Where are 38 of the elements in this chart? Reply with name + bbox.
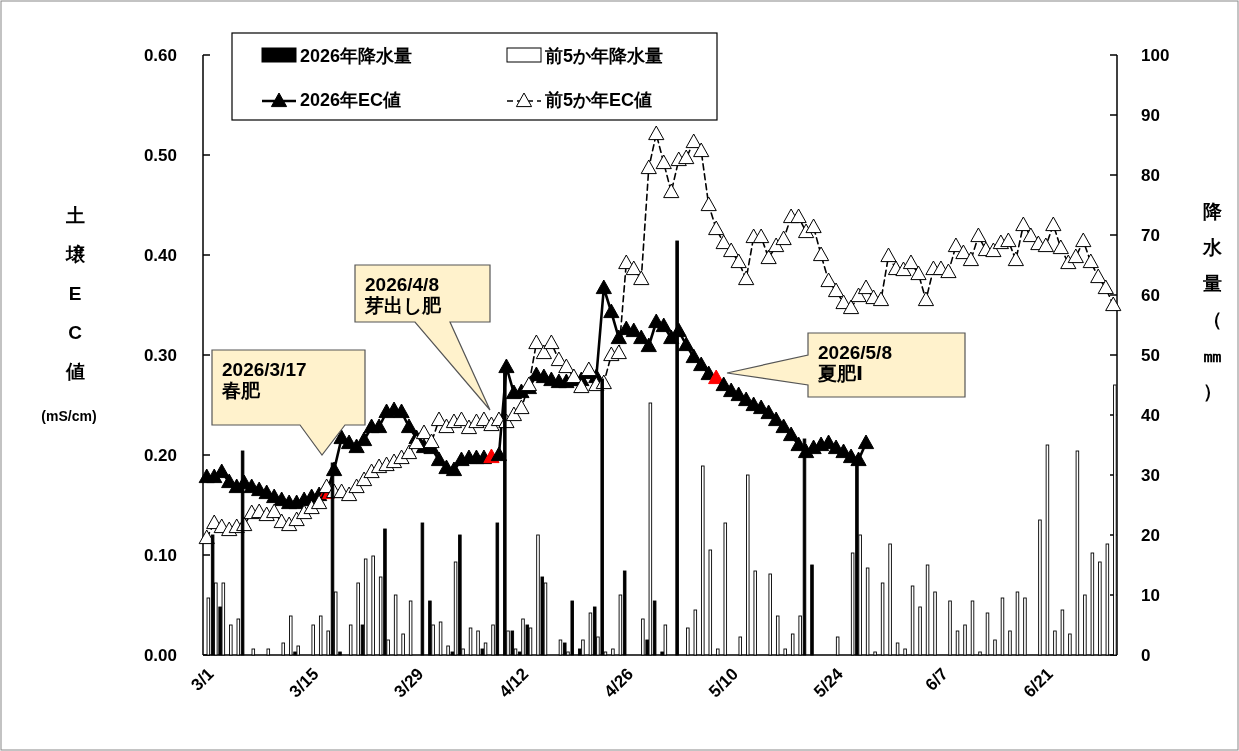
legend-label: 前5か年降水量 <box>544 46 664 66</box>
y2-tick-label: 0 <box>1141 646 1151 665</box>
y2-tick-label: 70 <box>1141 226 1160 245</box>
text: 土壌EC値 (mS/cm) <box>41 205 97 424</box>
callout: 2026/3/17 春肥 <box>211 349 366 456</box>
x-tick-label: 6/21 <box>1019 664 1057 702</box>
y-tick-label: 0.00 <box>143 646 177 665</box>
annotation: 2026/3/17 春肥 <box>221 359 307 401</box>
y2-tick-label: 80 <box>1141 166 1160 185</box>
annotation: 2026/5/8 夏肥Ⅰ <box>817 342 892 384</box>
x-tick-label: 3/29 <box>390 664 428 702</box>
callout: 2026/5/8 夏肥Ⅰ <box>726 332 966 398</box>
bar <box>383 528 387 656</box>
y2-tick-label: 90 <box>1141 106 1160 125</box>
y2-tick-label: 60 <box>1141 286 1160 305</box>
bar <box>521 618 525 656</box>
y2-axis-title: 降水量（㎜） <box>1201 201 1223 402</box>
y2-tick-label: 100 <box>1141 46 1170 65</box>
y2-tick-label: 30 <box>1141 466 1160 485</box>
callout: 2026/4/8 芽出し肥 <box>354 264 491 411</box>
legend-label: 2026年EC値 <box>300 90 402 110</box>
bar <box>458 534 462 656</box>
y-tick-label: 0.10 <box>143 546 177 565</box>
bar <box>510 630 515 656</box>
y-tick-label: 0.50 <box>143 146 177 165</box>
x-tick-label: 6/7 <box>921 664 952 695</box>
y-tick-label: 0.40 <box>143 246 177 265</box>
y2-tick-label: 50 <box>1141 346 1160 365</box>
legend-label: 前5か年EC値 <box>544 90 653 110</box>
annotation: 2026/4/8 芽出し肥 <box>364 274 442 316</box>
y2-tick-label: 20 <box>1141 526 1160 545</box>
x-tick-label: 3/1 <box>187 664 218 695</box>
y2-tick-label: 10 <box>1141 586 1160 605</box>
legend-label: 2026年降水量 <box>300 46 413 66</box>
y-tick-label: 0.20 <box>143 446 177 465</box>
y2-tick-label: 40 <box>1141 406 1160 425</box>
y-tick-label: 0.30 <box>143 346 177 365</box>
y-tick-label: 0.60 <box>143 46 177 65</box>
